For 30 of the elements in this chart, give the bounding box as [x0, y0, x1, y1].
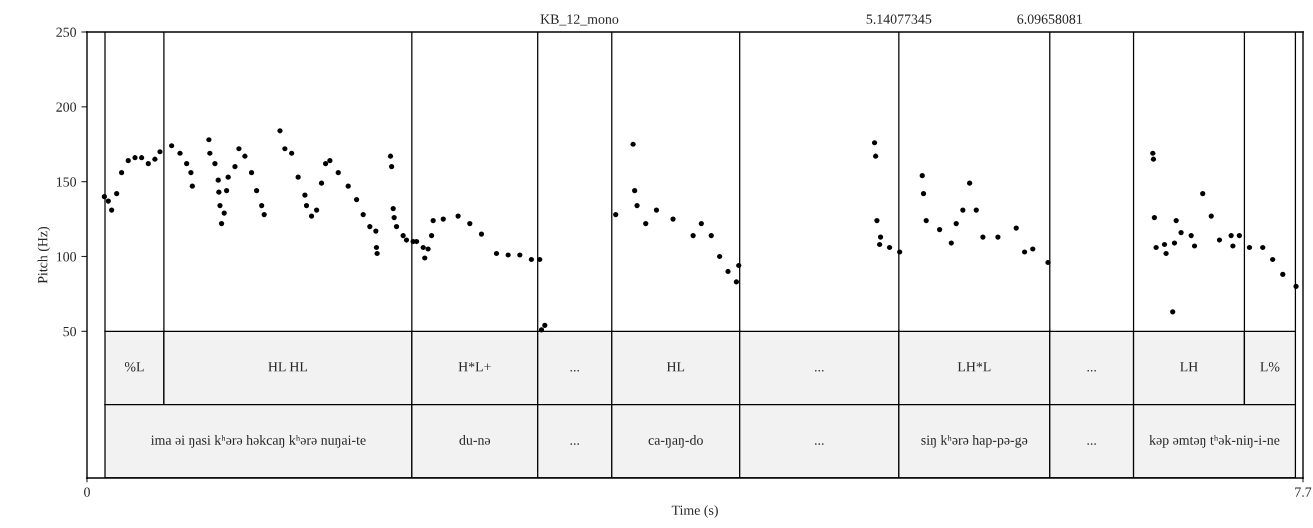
band-label: ... — [1087, 443, 1096, 445]
band-label: LH*L — [957, 362, 991, 372]
band-label: ca-ŋaŋ-do — [648, 435, 703, 448]
band-label: H*L+ — [458, 362, 491, 372]
x-axis-title: Time (s) — [671, 505, 718, 518]
band-label: ... — [570, 443, 580, 445]
band-label: ima əi ŋasi kʰərə həkcaŋ kʰərə nuŋai-te — [151, 435, 366, 448]
y-tick-label: 50 — [63, 326, 77, 337]
band-label: siŋ kʰərə hap-pə-gə — [921, 435, 1028, 448]
band-label: HL — [666, 362, 685, 372]
y-tick-label: 250 — [56, 27, 77, 37]
x-tick-label: 7.7 — [1295, 487, 1312, 497]
band-label: ... — [1087, 369, 1096, 372]
y-axis-title: Pitch (Hz) — [37, 226, 51, 284]
ref-line-label: 6.09658081 — [1017, 14, 1082, 24]
band-label: %L — [124, 362, 144, 372]
band-label: ... — [814, 443, 824, 445]
y-tick-label: 150 — [56, 177, 77, 187]
y-tick-label: 200 — [56, 102, 77, 112]
y-tick-label: 100 — [56, 252, 77, 262]
band-label: L% — [1260, 362, 1280, 372]
band-label: kəp əmtəŋ tʰək-niŋ-i-ne — [1149, 435, 1280, 448]
band-label: du-nə — [459, 435, 491, 445]
band-label: HL HL — [268, 362, 308, 372]
band-label: ... — [570, 369, 580, 372]
ref-line-label: 5.14077345 — [866, 14, 932, 24]
text: KB_12_mono — [540, 14, 619, 26]
band-label: ... — [814, 369, 824, 372]
x-tick-label: 0 — [84, 487, 90, 497]
band-label: LH — [1180, 362, 1198, 372]
